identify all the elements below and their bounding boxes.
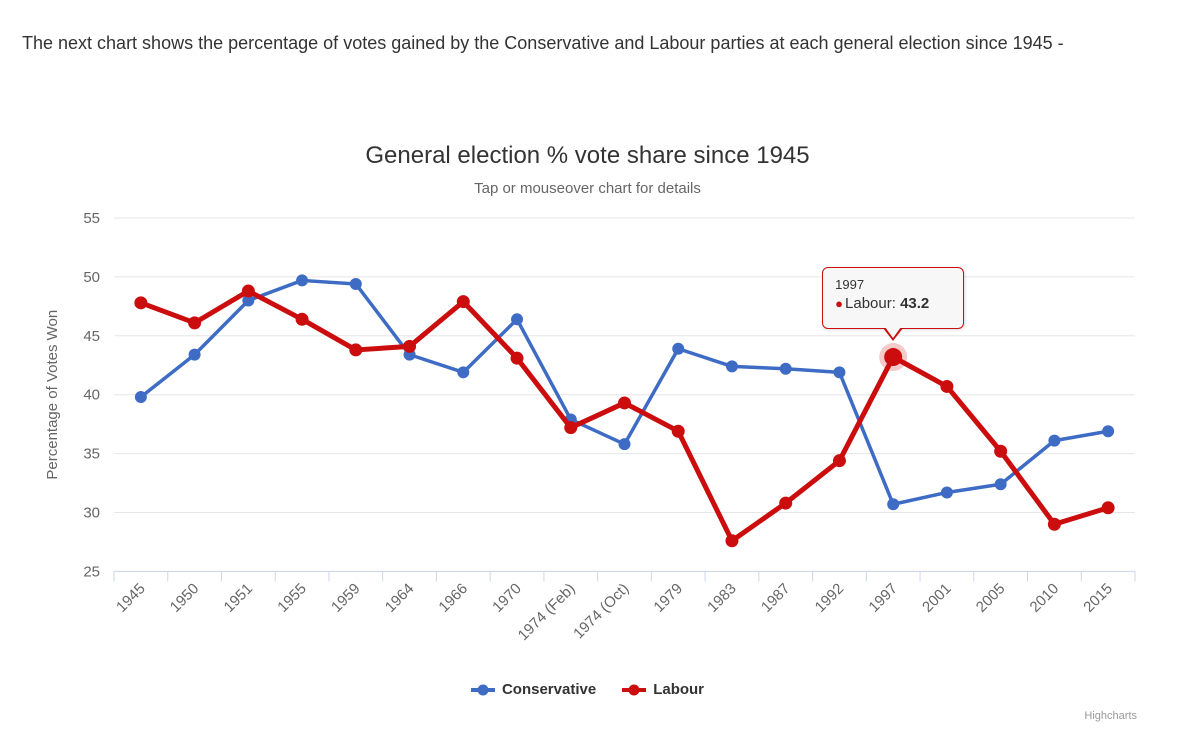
- x-axis-label: 1974 (Oct): [570, 580, 632, 642]
- x-axis-label: 1974 (Feb): [515, 580, 579, 644]
- y-axis-label: 25: [83, 563, 100, 580]
- tooltip: 1997 ● Labour: 43.2: [822, 267, 965, 341]
- x-axis-label: 2010: [1027, 580, 1063, 616]
- legend-marker-icon: [622, 684, 647, 695]
- x-axis-label: 1950: [167, 580, 203, 616]
- x-axis-label: 2001: [919, 580, 955, 616]
- data-point-conservative-2010[interactable]: [1048, 434, 1061, 447]
- legend-label: Conservative: [501, 681, 597, 698]
- data-point-labour-2005[interactable]: [994, 444, 1008, 458]
- data-point-conservative-1974 (Oct)[interactable]: [618, 438, 631, 451]
- data-point-conservative-2005[interactable]: [994, 478, 1007, 491]
- x-axis-label: 1979: [650, 580, 686, 616]
- x-axis-label: 1964: [382, 580, 418, 616]
- data-point-labour-2001[interactable]: [940, 379, 954, 393]
- legend-item-labour[interactable]: Labour: [622, 681, 704, 698]
- x-axis-label: 1983: [704, 580, 740, 616]
- chart-title: General election % vote share since 1945: [365, 142, 810, 169]
- data-point-conservative-1987[interactable]: [779, 362, 792, 375]
- data-point-labour-1974 (Feb)[interactable]: [564, 421, 578, 435]
- legend: Conservative Labour: [15, 681, 1160, 698]
- x-axis-label: 2015: [1080, 580, 1116, 616]
- data-point-conservative-1983[interactable]: [725, 360, 738, 373]
- y-axis-label: 35: [83, 446, 100, 463]
- y-axis-title: Percentage of Votes Won: [44, 310, 61, 480]
- legend-item-conservative[interactable]: Conservative: [470, 681, 597, 698]
- data-point-labour-1955[interactable]: [295, 312, 309, 326]
- chart-subtitle: Tap or mouseover chart for details: [474, 180, 701, 197]
- x-axis-label: 1992: [812, 580, 848, 616]
- data-point-labour-1992[interactable]: [832, 454, 846, 468]
- data-point-conservative-1951[interactable]: [242, 294, 255, 307]
- data-point-labour-1974 (Oct)[interactable]: [618, 396, 631, 410]
- tooltip-series-label: Labour:: [845, 295, 896, 312]
- data-point-conservative-1955[interactable]: [296, 274, 309, 287]
- series-line-labour[interactable]: [138, 288, 1111, 544]
- data-point-labour-1964[interactable]: [403, 339, 417, 353]
- data-point-labour-1945[interactable]: [134, 296, 148, 310]
- highcharts-container: General election % vote share since 1945…: [0, 130, 1199, 740]
- x-axis-label: 1955: [274, 580, 310, 616]
- tooltip-body: ● Labour: 43.2: [835, 295, 951, 312]
- y-axis-label: 40: [83, 387, 100, 404]
- tooltip-header: 1997: [835, 277, 865, 292]
- data-point-labour-1979[interactable]: [671, 424, 685, 438]
- data-point-labour-2015[interactable]: [1101, 501, 1115, 515]
- x-axis-label: 2005: [973, 580, 1009, 616]
- x-axis-label: 1959: [328, 580, 364, 616]
- data-point-conservative-1959[interactable]: [349, 277, 362, 290]
- data-point-conservative-1945[interactable]: [134, 391, 147, 404]
- hover-point[interactable]: [884, 348, 903, 367]
- data-point-labour-1950[interactable]: [188, 316, 202, 330]
- data-point-conservative-1970[interactable]: [511, 313, 524, 326]
- data-point-conservative-1997[interactable]: [887, 498, 900, 511]
- x-axis-label: 1987: [758, 580, 794, 616]
- data-point-labour-1959[interactable]: [349, 343, 363, 357]
- tooltip-series-dot-icon: ●: [835, 296, 844, 311]
- data-point-labour-1951[interactable]: [241, 284, 255, 298]
- tooltip-value: 43.2: [900, 295, 930, 312]
- data-point-conservative-2015[interactable]: [1102, 425, 1115, 438]
- plot-area[interactable]: 25 30 35 40 45 50 55 1945 1950 1951 1955 1959 1964 19…: [0, 130, 1199, 740]
- y-axis-label: 45: [83, 328, 100, 345]
- data-point-labour-2010[interactable]: [1047, 517, 1061, 531]
- legend-label: Labour: [653, 681, 705, 698]
- y-axis-label: 30: [83, 505, 100, 522]
- x-axis-label: 1966: [435, 580, 471, 616]
- data-point-labour-1970[interactable]: [510, 351, 524, 365]
- intro-paragraph: The next chart shows the percentage of v…: [22, 33, 1064, 53]
- data-point-labour-1966[interactable]: [456, 295, 470, 309]
- data-point-conservative-1992[interactable]: [833, 366, 846, 379]
- x-axis-label: 1970: [489, 580, 525, 616]
- legend-marker-icon: [470, 684, 495, 695]
- data-point-labour-1983[interactable]: [725, 534, 739, 548]
- x-axis-label: 1951: [221, 580, 257, 616]
- data-point-conservative-2001[interactable]: [940, 486, 953, 499]
- data-point-labour-1987[interactable]: [779, 496, 793, 510]
- y-axis-label: 55: [83, 210, 100, 227]
- highcharts-credits[interactable]: Highcharts: [1084, 710, 1137, 722]
- x-axis-label: 1997: [865, 580, 901, 616]
- data-point-conservative-1966[interactable]: [457, 366, 470, 379]
- data-point-conservative-1950[interactable]: [188, 348, 201, 361]
- y-axis-label: 50: [83, 269, 100, 286]
- data-point-conservative-1979[interactable]: [672, 342, 685, 355]
- x-axis-label: 1945: [113, 580, 149, 616]
